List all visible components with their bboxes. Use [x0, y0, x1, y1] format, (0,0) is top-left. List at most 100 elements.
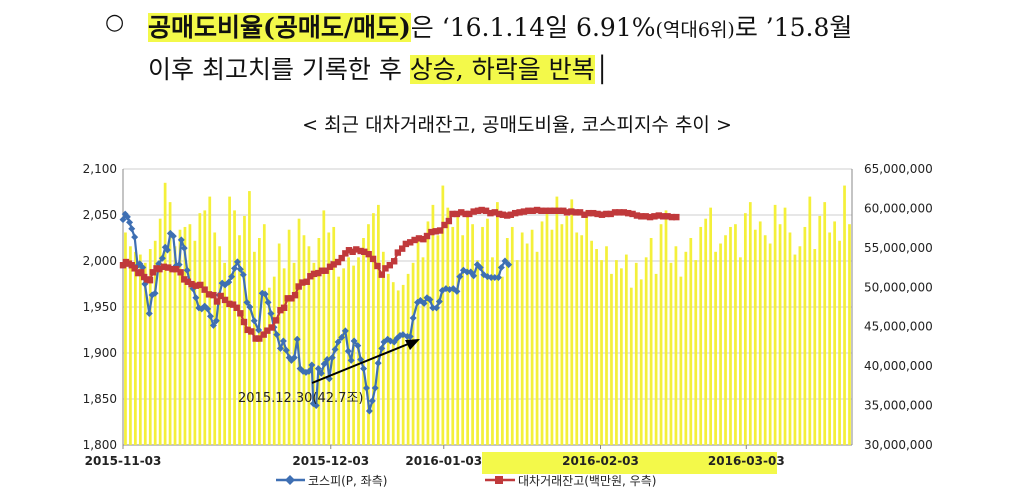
- loan-balance-point: [673, 213, 680, 221]
- short-ratio-bar: [828, 232, 832, 445]
- loan-balance-point: [156, 265, 163, 273]
- loan-balance-point: [551, 207, 558, 214]
- loan-balance-point: [423, 232, 431, 240]
- loan-balance-point: [646, 213, 654, 221]
- kospi-point: [267, 309, 275, 317]
- right-tick-label: 65,000,000: [864, 162, 933, 176]
- kospi-point: [158, 254, 166, 262]
- short-ratio-bar: [833, 221, 836, 445]
- loan-balance-point: [280, 304, 288, 311]
- headline-text-b: 로 ’15.8월: [734, 13, 853, 42]
- kospi-point: [221, 281, 229, 289]
- loan-balance-point: [164, 264, 172, 271]
- short-ratio-bar: [570, 199, 574, 445]
- loan-balance-point: [487, 209, 494, 217]
- short-ratio-bar: [545, 213, 549, 445]
- short-ratio-bar: [426, 221, 430, 445]
- loan-balance-point: [607, 210, 614, 218]
- short-ratio-bar: [684, 251, 688, 445]
- short-ratio-bar: [694, 260, 698, 445]
- x-tick-label: 2016-01-03: [405, 454, 482, 468]
- kospi-point: [233, 258, 241, 266]
- short-ratio-bar: [505, 238, 509, 445]
- short-ratio-bar: [818, 215, 822, 445]
- loan-balance-point: [402, 240, 410, 248]
- loan-balance-point: [361, 248, 368, 255]
- loan-balance-point: [181, 276, 188, 283]
- kospi-point: [308, 361, 316, 369]
- short-ratio-bar: [386, 273, 390, 445]
- kospi-point: [344, 347, 352, 355]
- short-ratio-bar: [649, 238, 653, 445]
- kospi-point: [123, 213, 131, 221]
- kospi-point: [228, 273, 236, 281]
- loan-balance-point: [357, 247, 364, 255]
- kospi-point: [273, 331, 281, 339]
- kospi-point: [494, 274, 502, 282]
- short-ratio-bar: [208, 196, 212, 445]
- short-ratio-bar: [446, 207, 450, 445]
- short-ratio-bar: [431, 204, 435, 445]
- x-tick-label: 2016-02-03: [562, 454, 639, 468]
- loan-balance-point: [268, 324, 275, 331]
- short-ratio-bar: [763, 235, 767, 445]
- kospi-point: [384, 335, 392, 343]
- loan-balance-point: [277, 306, 284, 314]
- short-ratio-bar: [664, 210, 668, 445]
- short-ratio-bar: [456, 213, 460, 445]
- loan-balance-point: [616, 209, 623, 216]
- short-ratio-bar: [481, 226, 484, 445]
- loan-balance-point: [525, 207, 532, 214]
- loan-balance-point: [436, 227, 444, 234]
- short-ratio-bar: [679, 276, 683, 445]
- loan-balance-point: [507, 211, 515, 218]
- kospi-point: [155, 260, 163, 268]
- loan-balance-point: [655, 212, 663, 219]
- headline-short-ratio-term: 공매도비율(공매도/매도): [148, 13, 411, 42]
- kospi-point: [476, 263, 484, 271]
- kospi-point: [177, 236, 185, 244]
- short-ratio-bar: [471, 224, 474, 445]
- loan-balance-point: [272, 317, 280, 324]
- loan-balance-point: [149, 269, 157, 276]
- kospi-point: [426, 296, 434, 304]
- kospi-point: [136, 260, 144, 268]
- left-tick-label: 1,800: [83, 438, 117, 452]
- loan-balance-point: [594, 210, 601, 218]
- loan-balance-point: [394, 249, 402, 256]
- short-ratio-bar: [337, 276, 341, 445]
- loan-balance-point: [659, 213, 667, 220]
- kospi-point: [131, 233, 139, 241]
- headline-rank-note: (역대6위): [655, 19, 735, 41]
- short-ratio-bar: [783, 207, 787, 445]
- short-ratio-bar: [788, 232, 792, 445]
- kospi-point: [201, 302, 209, 310]
- short-ratio-bar: [748, 202, 752, 445]
- short-ratio-bar: [138, 254, 142, 445]
- kospi-point: [487, 274, 495, 282]
- loan-balance-point: [256, 335, 263, 342]
- loan-balance-point: [420, 235, 427, 243]
- loan-balance-point: [563, 209, 571, 216]
- kospi-point: [282, 346, 290, 354]
- kospi-point: [420, 299, 428, 307]
- short-ratio-bar: [317, 238, 321, 445]
- short-ratio-bar: [719, 243, 722, 445]
- kospi-point: [354, 342, 362, 350]
- kospi-point: [357, 355, 365, 363]
- loan-balance-point: [546, 207, 554, 214]
- loan-balance-point: [495, 210, 503, 218]
- kospi-point: [374, 359, 382, 367]
- legend-kospi-marker: [285, 475, 295, 485]
- kospi-point: [484, 273, 491, 281]
- short-ratio-bar: [823, 202, 827, 445]
- short-ratio-bar: [739, 257, 742, 445]
- loan-balance-point: [458, 209, 465, 216]
- kospi-point: [497, 263, 505, 271]
- kospi-point: [236, 265, 244, 273]
- short-ratio-bars: [124, 182, 851, 446]
- short-ratio-bar: [193, 240, 197, 445]
- loan-balance-point: [322, 267, 329, 274]
- loan-balance-point: [330, 261, 337, 268]
- x-tick-label: 2015-11-03: [85, 454, 162, 468]
